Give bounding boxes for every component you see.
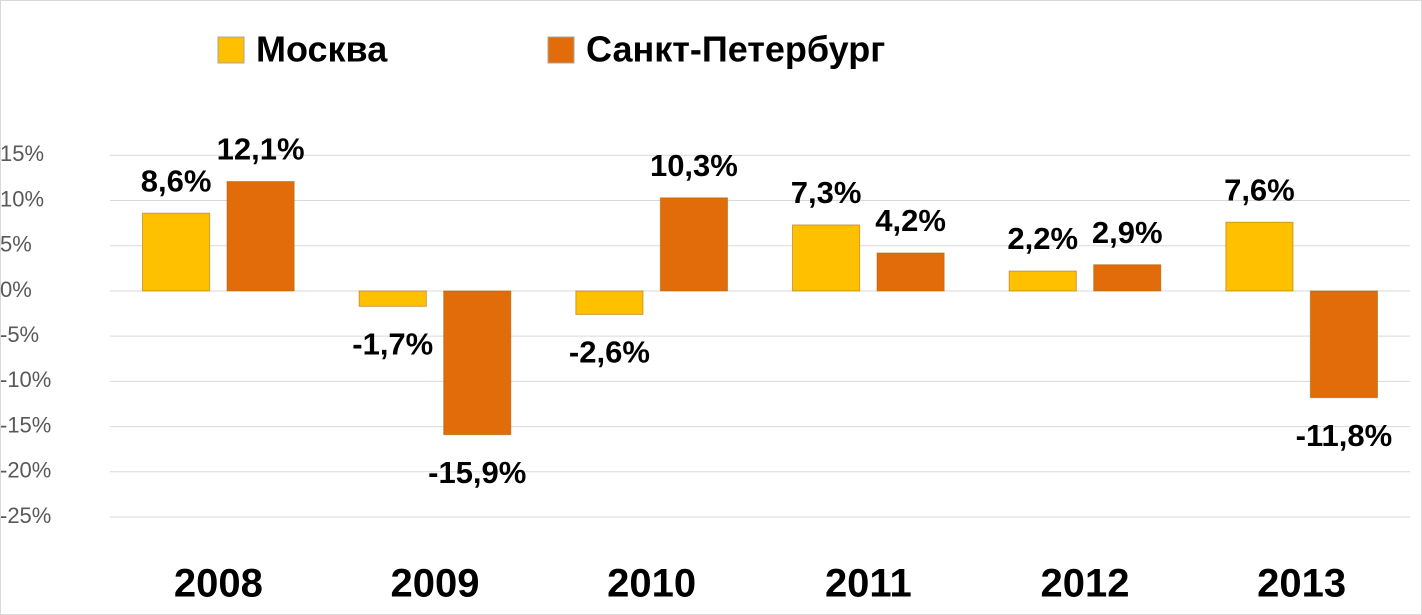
x-tick-label: 2010 <box>607 562 696 606</box>
value-label: -2,6% <box>569 335 650 370</box>
value-label: -11,8% <box>1296 418 1393 453</box>
x-tick-label: 2011 <box>825 562 912 606</box>
value-label: -1,7% <box>352 326 433 361</box>
value-label: 12,1% <box>217 132 305 167</box>
x-tick-label: 2009 <box>391 562 480 606</box>
bar <box>659 197 728 292</box>
legend-swatch <box>217 36 245 64</box>
legend-label: Санкт-Петербург <box>586 29 885 70</box>
bar <box>575 290 644 315</box>
y-tick-label: 5% <box>0 232 32 257</box>
legend-label: Москва <box>256 29 388 70</box>
bar <box>142 212 211 292</box>
value-label: -15,9% <box>428 455 526 490</box>
value-label: 8,6% <box>141 163 212 198</box>
x-tick-label: 2012 <box>1041 562 1130 606</box>
y-tick-label: -10% <box>0 367 51 392</box>
bar <box>876 252 945 292</box>
y-tick-label: -20% <box>0 458 51 483</box>
y-tick-label: 10% <box>0 186 44 211</box>
bar <box>443 290 512 436</box>
value-label: 7,6% <box>1224 172 1295 207</box>
x-tick-label: 2013 <box>1257 562 1346 606</box>
bar <box>1093 264 1162 292</box>
y-tick-label: -15% <box>0 412 51 437</box>
y-tick-label: -25% <box>0 503 51 528</box>
bar <box>1225 221 1294 292</box>
y-tick-label: -5% <box>0 322 39 347</box>
y-tick-label: 0% <box>0 277 32 302</box>
bar <box>1008 270 1077 292</box>
value-label: 2,2% <box>1007 221 1078 256</box>
legend-swatch <box>547 36 575 64</box>
bar <box>1309 290 1379 399</box>
value-label: 4,2% <box>875 203 946 238</box>
value-label: 2,9% <box>1092 215 1163 250</box>
value-label: 7,3% <box>791 175 862 210</box>
x-tick-label: 2008 <box>174 562 263 606</box>
bar <box>358 290 427 307</box>
value-label: 10,3% <box>650 148 738 183</box>
bar <box>792 224 861 292</box>
bar <box>226 181 295 292</box>
y-tick-label: 15% <box>0 141 44 166</box>
